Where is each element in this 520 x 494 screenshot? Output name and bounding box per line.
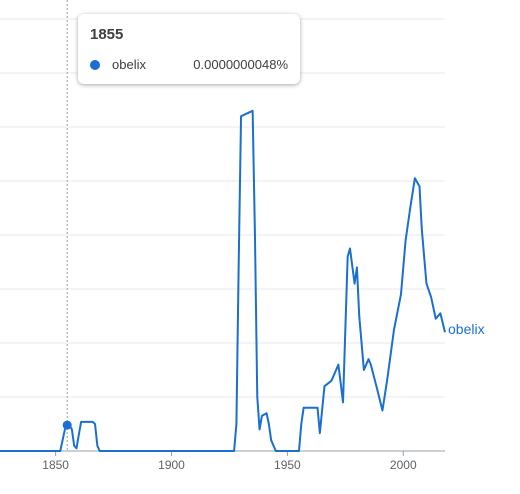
x-tick-label: 1900 bbox=[158, 458, 185, 472]
hover-point bbox=[62, 420, 72, 430]
tooltip-title: 1855 bbox=[90, 26, 124, 43]
tooltip-value: 0.0000000048% bbox=[193, 57, 288, 72]
x-tick-label: 2000 bbox=[390, 458, 417, 472]
x-tick-label: 1850 bbox=[42, 458, 69, 472]
tooltip-dot bbox=[90, 59, 100, 70]
tooltip-row: obelix 0.0000000048% bbox=[90, 57, 288, 72]
tooltip: 1855 obelix 0.0000000048% bbox=[78, 14, 300, 84]
series-label: obelix bbox=[448, 321, 485, 337]
tooltip-series: obelix bbox=[112, 57, 146, 72]
series-line bbox=[0, 109, 446, 452]
x-tick-label: 1950 bbox=[274, 458, 301, 472]
